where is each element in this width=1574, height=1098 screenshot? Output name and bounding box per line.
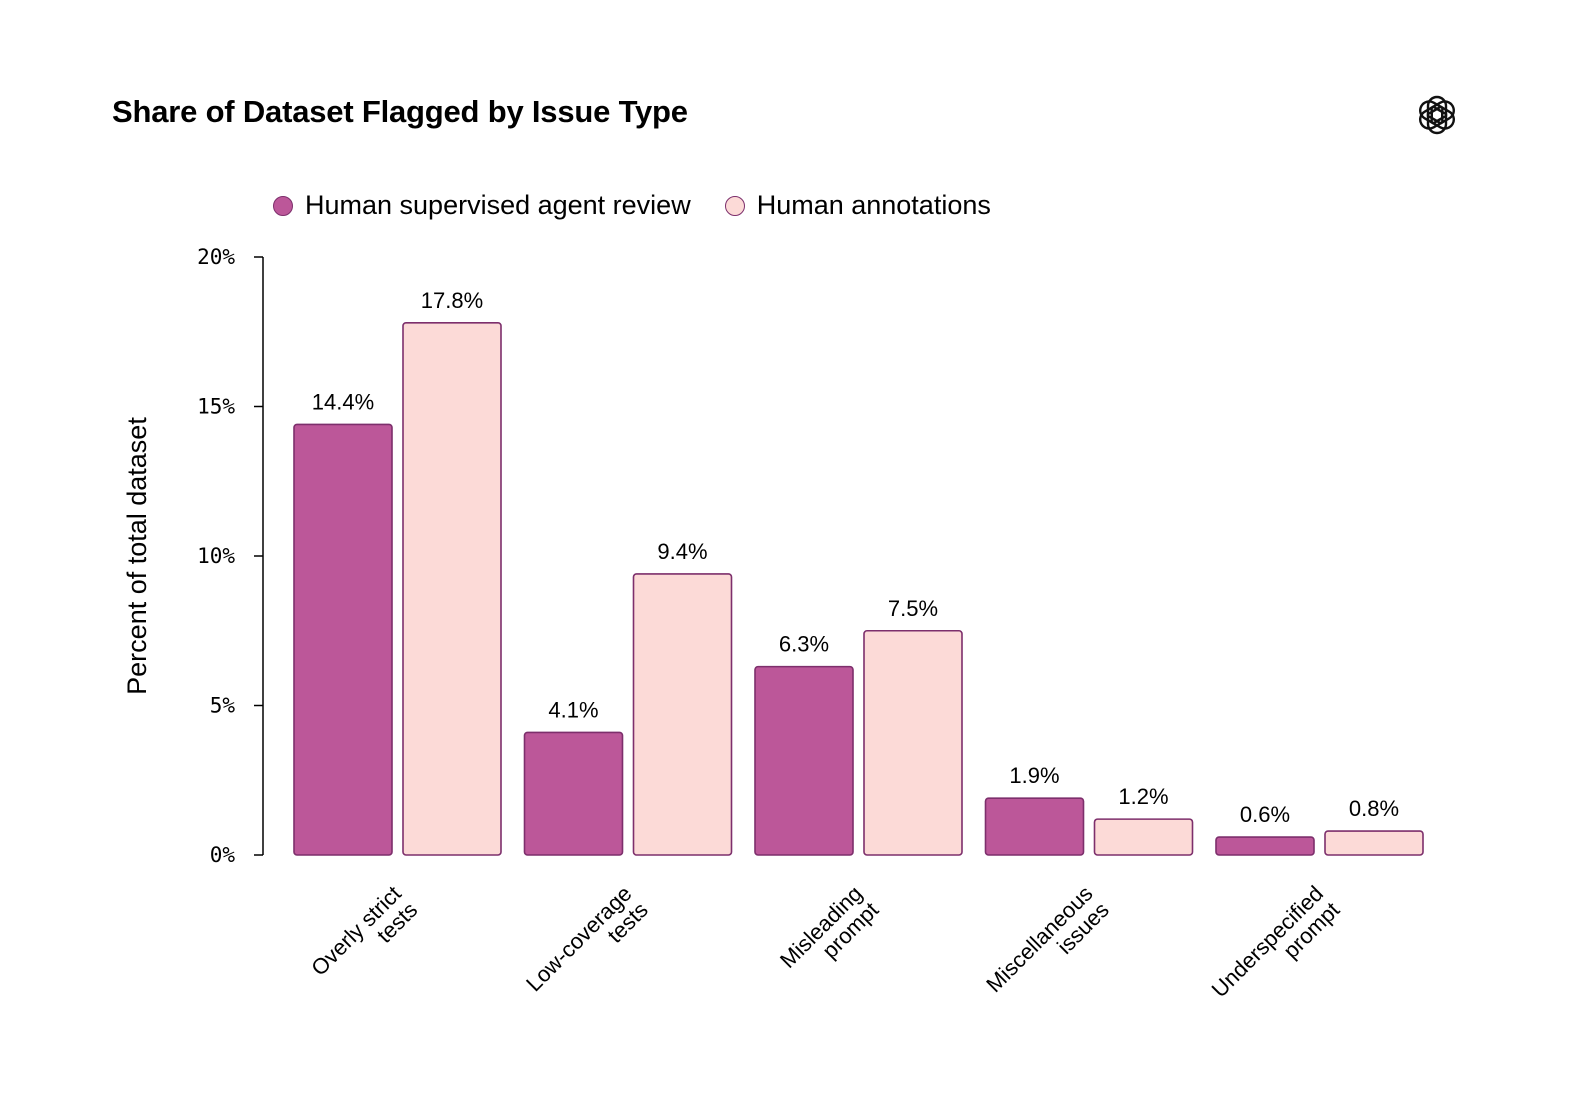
bar-series-a — [984, 797, 1085, 856]
legend-item-series-b[interactable]: Human annotations — [724, 190, 991, 221]
bar-series-b — [863, 629, 963, 856]
y-tick-label: 5% — [210, 694, 236, 718]
y-tick-label: 15% — [197, 395, 235, 419]
bar-value-label: 7.5% — [888, 596, 938, 621]
bar-value-label: 1.2% — [1118, 784, 1168, 809]
legend-item-series-a[interactable]: Human supervised agent review — [273, 190, 691, 221]
bar-series-b — [632, 573, 733, 856]
openai-logo-icon — [1419, 95, 1455, 135]
bar-value-label: 9.4% — [657, 539, 707, 564]
legend-label-series-b: Human annotations — [756, 190, 991, 220]
y-tick-label: 0% — [210, 843, 236, 867]
x-category-label: Miscellaneousissues — [981, 881, 1114, 1014]
bar-value-label: 1.9% — [1009, 763, 1059, 788]
x-category-label: Misleadingprompt — [775, 881, 883, 989]
bar-series-b — [1324, 830, 1424, 856]
bar-value-label: 17.8% — [421, 288, 483, 313]
bar-series-a — [1215, 836, 1315, 856]
x-category-label: Underspecifiedprompt — [1207, 881, 1345, 1019]
chart-legend: Human supervised agent review Human anno… — [273, 190, 1025, 221]
legend-swatch-series-b — [724, 195, 745, 216]
legend-swatch-series-a — [273, 195, 293, 216]
bar-series-a — [293, 423, 393, 856]
bar-value-label: 4.1% — [548, 697, 598, 722]
y-tick-label: 20% — [197, 245, 235, 269]
chart-title: Share of Dataset Flagged by Issue Type — [112, 94, 688, 129]
y-axis-title: Percent of total dataset — [122, 417, 152, 695]
bar-series-a — [754, 665, 854, 856]
bar-value-label: 6.3% — [779, 632, 829, 657]
bar-value-label: 0.6% — [1240, 802, 1290, 827]
x-category-label: Overly stricttests — [306, 881, 422, 997]
bar-series-b — [1093, 818, 1194, 856]
bar-value-label: 0.8% — [1349, 796, 1399, 821]
bar-value-label: 14.4% — [312, 389, 374, 414]
y-tick-label: 10% — [197, 544, 235, 568]
bar-series-a — [523, 731, 624, 856]
legend-label-series-a: Human supervised agent review — [305, 190, 691, 220]
x-category-label: Low-coveragetests — [521, 881, 653, 1013]
bar-series-b — [402, 321, 502, 856]
